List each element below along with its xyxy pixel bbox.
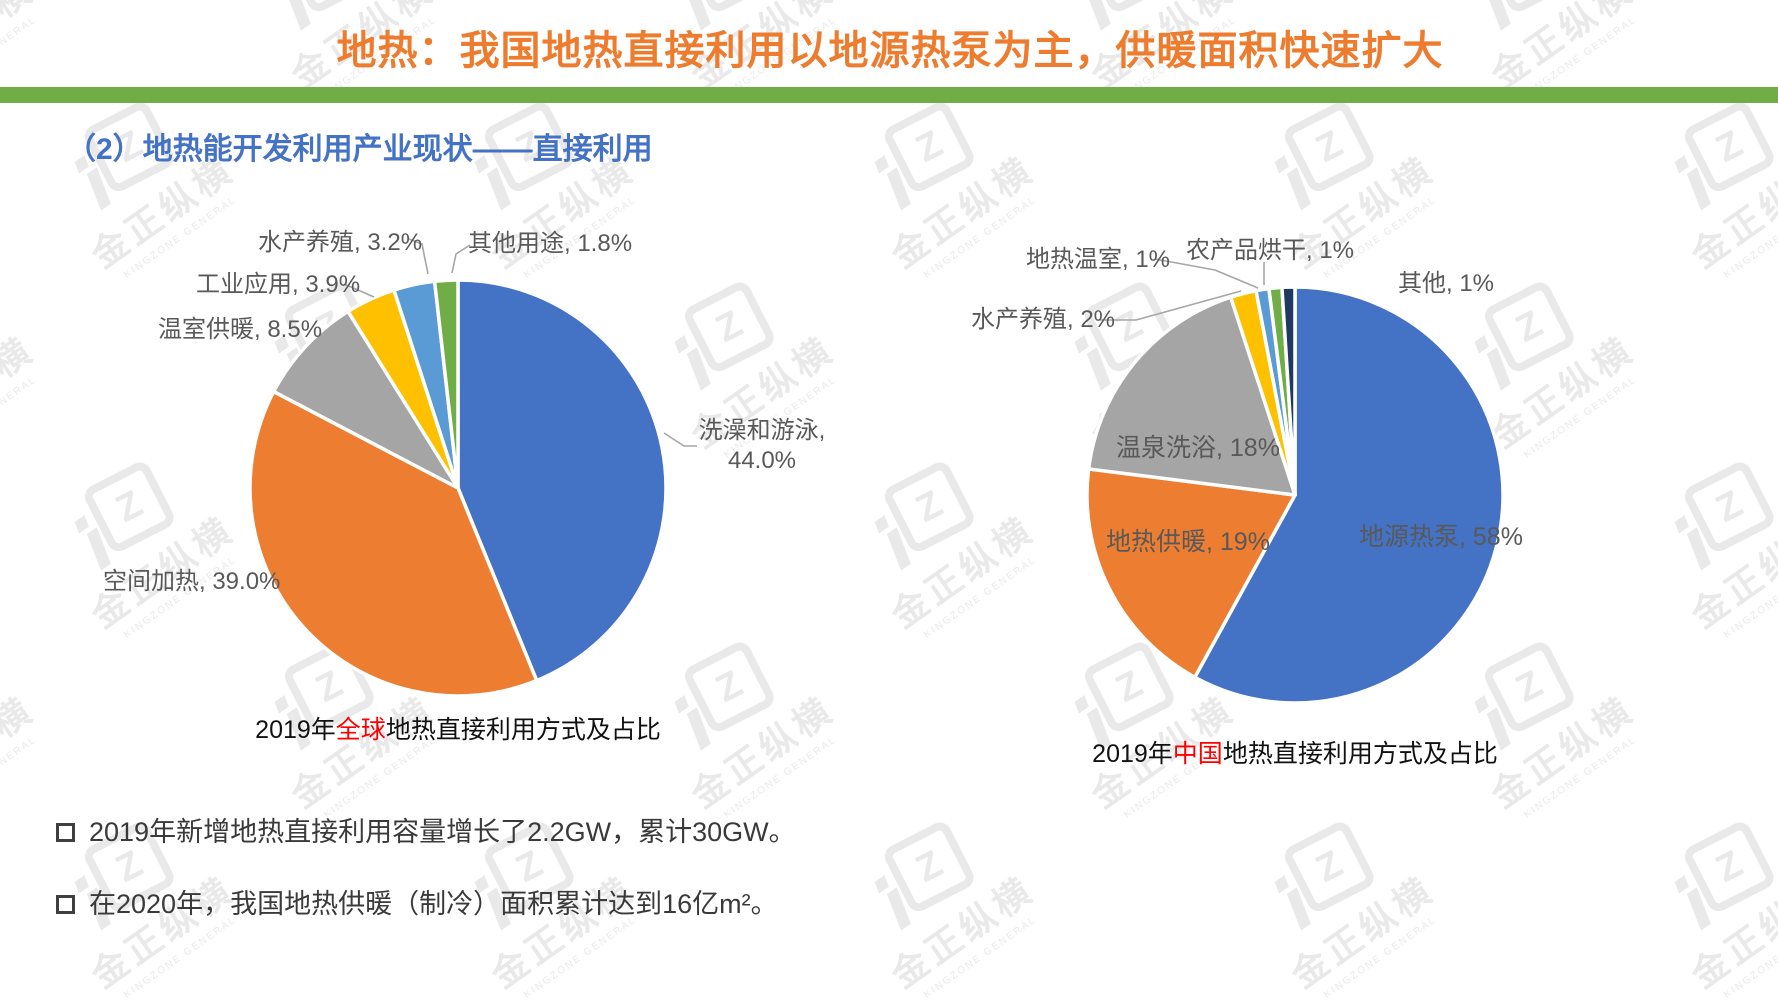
- caption-highlight: 中国: [1172, 740, 1223, 768]
- pie-slice-地热供暖: [1085, 467, 1297, 680]
- watermark-logo-icon: Z: [633, 976, 809, 1000]
- watermark-logo-icon: Z: [1233, 796, 1409, 949]
- caption-suffix: 地热直接利用方式及占比: [1222, 740, 1498, 768]
- label-hot-spring-china: 温泉洗浴, 18%: [1116, 434, 1280, 462]
- label-space-heating-global: 空间加热, 39.0%: [103, 568, 281, 595]
- label-industrial-global: 工业应用, 3.9%: [196, 271, 361, 298]
- watermark-logo-icon: Z: [0, 256, 9, 409]
- watermark-logo-icon: Z: [0, 0, 9, 49]
- watermark-logo-icon: Z: [1633, 436, 1778, 589]
- watermark-name: 金正纵横: [0, 688, 42, 816]
- watermark-name: 金正纵横: [883, 868, 1042, 996]
- label-bathing-line1: 洗澡和游泳,: [698, 417, 826, 444]
- label-bathing-global: 洗澡和游泳, 44.0%: [694, 416, 830, 476]
- section-subtitle: （2）地热能开发利用产业现状——直接利用: [66, 133, 653, 166]
- watermark-name: 金正纵横: [883, 508, 1042, 636]
- watermark-name: 金正纵横: [1683, 868, 1778, 996]
- china-pie-chart: [1085, 285, 1505, 705]
- watermark-logo-icon: Z: [833, 436, 1009, 589]
- watermark-name: 金正纵横: [0, 0, 42, 96]
- bullet-row-2: 在2020年，我国地热供暖（制冷）面积累计达到16亿m²。: [56, 886, 778, 922]
- watermark-subname: KINGZONE GENERAL: [0, 374, 39, 460]
- watermark-subname: KINGZONE GENERAL: [1722, 554, 1778, 641]
- caption-prefix: 2019年: [255, 716, 336, 744]
- watermark-logo-icon: Z: [1633, 796, 1778, 949]
- global-chart-caption: 2019年全球地热直接利用方式及占比: [188, 710, 728, 746]
- watermark-subname: KINGZONE GENERAL: [1322, 914, 1439, 1000]
- watermark-logo-icon: Z: [1033, 976, 1209, 1000]
- bullet-row-1: 2019年新增地热直接利用容量增长了2.2GW，累计30GW。: [56, 814, 796, 850]
- label-aquaculture-global: 水产养殖, 3.2%: [258, 229, 423, 256]
- label-bathing-line2: 44.0%: [727, 447, 797, 474]
- bullet-text-2: 在2020年，我国地热供暖（制冷）面积累计达到16亿m²。: [89, 889, 778, 919]
- watermark-name: 金正纵横: [1283, 868, 1442, 996]
- watermark-logo-icon: Z: [233, 976, 409, 1000]
- bullet-text-1: 2019年新增地热直接利用容量增长了2.2GW，累计30GW。: [89, 817, 796, 847]
- bullet-marker-icon: [56, 823, 75, 842]
- watermark-name: 金正纵横: [0, 328, 42, 456]
- pie-slice-其他: [1280, 285, 1297, 497]
- watermark-subname: KINGZONE GENERAL: [1722, 194, 1778, 281]
- caption-suffix: 地热直接利用方式及占比: [385, 716, 661, 744]
- watermark-logo-icon: Z: [833, 796, 1009, 949]
- caption-prefix: 2019年: [1092, 740, 1173, 768]
- label-aquaculture-china: 水产养殖, 2%: [971, 306, 1116, 333]
- watermark-name: 金正纵横: [883, 148, 1042, 276]
- pie-slice-空间加热: [248, 389, 539, 698]
- page-title: 地热：我国地热直接利用以地源热泵为主，供暖面积快速扩大: [336, 29, 1444, 73]
- caption-highlight: 全球: [335, 716, 386, 744]
- watermark-name: 金正纵横: [283, 688, 442, 816]
- pie-slice-地源热泵: [1193, 285, 1505, 705]
- pie-slice-洗澡和游泳: [456, 278, 668, 683]
- watermark-name: 金正纵横: [1683, 148, 1778, 276]
- watermark-subname: KINGZONE GENERAL: [922, 914, 1039, 1000]
- watermark-subname: KINGZONE GENERAL: [1522, 374, 1639, 461]
- watermark-name: 金正纵横: [1683, 508, 1778, 636]
- label-drying-china: 农产品烘干, 1%: [1186, 237, 1355, 264]
- label-pump-china: 地源热泵, 58%: [1359, 523, 1523, 551]
- pie-slice-温室供暖: [271, 309, 460, 490]
- label-greenhouse-china: 地热温室, 1%: [1026, 246, 1171, 273]
- accent-bar: [0, 87, 1778, 103]
- watermark-name: 金正纵横: [483, 868, 642, 996]
- pie-slice-其他用途: [432, 278, 460, 490]
- china-chart-caption: 2019年中国地热直接利用方式及占比: [1025, 734, 1565, 770]
- label-other-china: 其他, 1%: [1398, 270, 1495, 297]
- label-greenhouse-global: 温室供暖, 8.5%: [158, 316, 323, 343]
- watermark-logo-icon: Z: [0, 616, 9, 769]
- watermark-logo-icon: Z: [1433, 976, 1609, 1000]
- watermark-subname: KINGZONE GENERAL: [1722, 914, 1778, 1000]
- watermark-subname: KINGZONE GENERAL: [922, 554, 1039, 641]
- watermark-logo-icon: Z: [0, 976, 9, 1000]
- label-other-uses-global: 其他用途, 1.8%: [468, 230, 633, 257]
- watermark-name: 金正纵横: [83, 868, 242, 996]
- bullet-marker-icon: [56, 895, 75, 914]
- watermark-subname: KINGZONE GENERAL: [0, 734, 39, 820]
- watermark-name: 金正纵横: [683, 688, 842, 816]
- global-pie-chart: [248, 278, 668, 698]
- label-heating-china: 地热供暖, 19%: [1106, 528, 1270, 556]
